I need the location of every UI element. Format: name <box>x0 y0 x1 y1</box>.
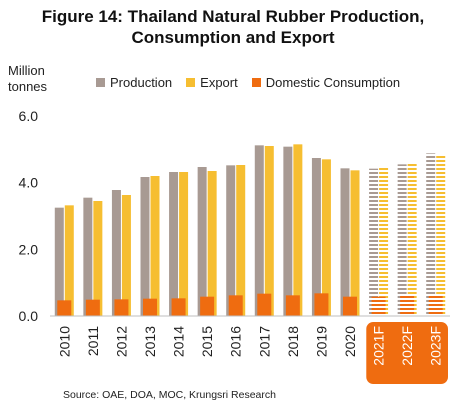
chart-legend: Production Export Domestic Consumption <box>96 75 414 90</box>
x-tick-label: 2023F <box>428 326 444 366</box>
legend-label-export: Export <box>200 75 238 90</box>
bar-group <box>283 144 303 316</box>
bar-group <box>340 168 360 316</box>
bar-group <box>426 153 446 316</box>
forecast-label-background <box>366 322 448 384</box>
bar-group <box>54 205 74 316</box>
bar-production <box>369 168 379 316</box>
x-tick-label: 2014 <box>171 326 187 357</box>
bar-domestic-consumption <box>428 294 443 316</box>
y-axis-unit-line-2: tonnes <box>8 79 48 94</box>
bar-production <box>283 146 293 316</box>
bar-group <box>169 172 189 316</box>
x-tick-label: 2012 <box>113 326 129 357</box>
bar-domestic-consumption <box>314 293 329 316</box>
y-tick-label: 0.0 <box>19 308 39 324</box>
x-tick-label: 2017 <box>256 326 272 357</box>
bar-production <box>226 165 236 316</box>
legend-swatch-export <box>186 78 196 87</box>
bar-export <box>121 195 131 316</box>
bar-domestic-consumption <box>285 295 300 316</box>
x-tick-label: 2020 <box>342 326 358 357</box>
bar-group <box>254 145 274 316</box>
bar-domestic-consumption <box>343 296 357 316</box>
bar-domestic-consumption <box>114 299 129 316</box>
bar-export <box>436 155 446 316</box>
bar-production <box>140 177 150 316</box>
bar-production <box>169 172 179 316</box>
chart-title-line-2: Consumption and Export <box>131 28 335 47</box>
bar-domestic-consumption <box>371 296 386 316</box>
x-tick-label: 2022F <box>399 326 415 366</box>
bar-group <box>83 197 103 316</box>
bar-export <box>150 176 160 316</box>
bar-export <box>207 171 217 316</box>
bar-export <box>350 170 360 316</box>
x-tick-label: 2021F <box>371 326 387 366</box>
legend-swatch-domestic-consumption <box>251 78 261 87</box>
bar-export <box>264 146 274 316</box>
legend-item-production: Production <box>96 75 172 90</box>
bar-domestic-consumption <box>200 296 215 316</box>
bar-group <box>369 166 389 316</box>
bar-export <box>236 165 246 316</box>
x-tick-label: 2019 <box>313 326 329 357</box>
bar-export <box>407 162 417 316</box>
bar-domestic-consumption <box>143 298 157 316</box>
x-tick-label: 2010 <box>56 326 72 357</box>
bar-export <box>321 159 331 316</box>
y-tick-label: 6.0 <box>19 108 39 124</box>
bar-group <box>311 158 331 316</box>
bar-production <box>197 167 207 316</box>
legend-item-export: Export <box>186 75 238 90</box>
bar-domestic-consumption <box>257 293 272 316</box>
legend-item-domestic-consumption: Domestic Consumption <box>251 75 401 90</box>
bar-domestic-consumption <box>57 300 72 316</box>
bar-domestic-consumption <box>171 298 186 316</box>
bar-production <box>111 190 121 316</box>
legend-label-domestic-consumption: Domestic Consumption <box>265 75 401 90</box>
bar-domestic-consumption <box>400 295 415 316</box>
bar-export <box>179 172 189 316</box>
x-tick-label: 2016 <box>228 326 244 357</box>
y-tick-label: 2.0 <box>19 241 39 257</box>
bar-group <box>226 165 246 316</box>
source-note: Source: OAE, DOA, MOC, Krungsri Research <box>63 389 276 401</box>
y-tick-label: 4.0 <box>19 175 39 191</box>
bar-production <box>397 164 407 316</box>
bar-export <box>64 205 74 316</box>
bar-production <box>83 197 93 316</box>
bar-production <box>254 145 264 316</box>
y-axis-unit-line-1: Million <box>8 63 45 78</box>
legend-swatch-production <box>96 78 105 87</box>
x-tick-label: 2018 <box>285 326 301 357</box>
bar-group <box>140 176 160 316</box>
bar-group <box>197 167 217 316</box>
legend-label-production: Production <box>110 75 173 90</box>
x-tick-label: 2011 <box>85 326 101 356</box>
bar-production <box>54 207 64 316</box>
bar-domestic-consumption <box>85 299 100 316</box>
x-tick-label: 2015 <box>199 326 215 357</box>
chart-title-line-1: Figure 14: Thailand Natural Rubber Produ… <box>41 7 425 26</box>
bar-production <box>340 168 350 316</box>
bar-production <box>426 153 436 316</box>
x-tick-label: 2013 <box>142 326 158 357</box>
bar-export <box>293 144 303 316</box>
bar-group <box>397 162 417 316</box>
bar-group <box>111 190 131 316</box>
bar-export <box>379 166 389 316</box>
bar-export <box>93 201 103 316</box>
y-axis-unit: Million tonnes <box>8 63 47 95</box>
chart-title: Figure 14: Thailand Natural Rubber Produ… <box>0 6 466 48</box>
bar-domestic-consumption <box>228 295 243 316</box>
bar-production <box>311 158 321 316</box>
